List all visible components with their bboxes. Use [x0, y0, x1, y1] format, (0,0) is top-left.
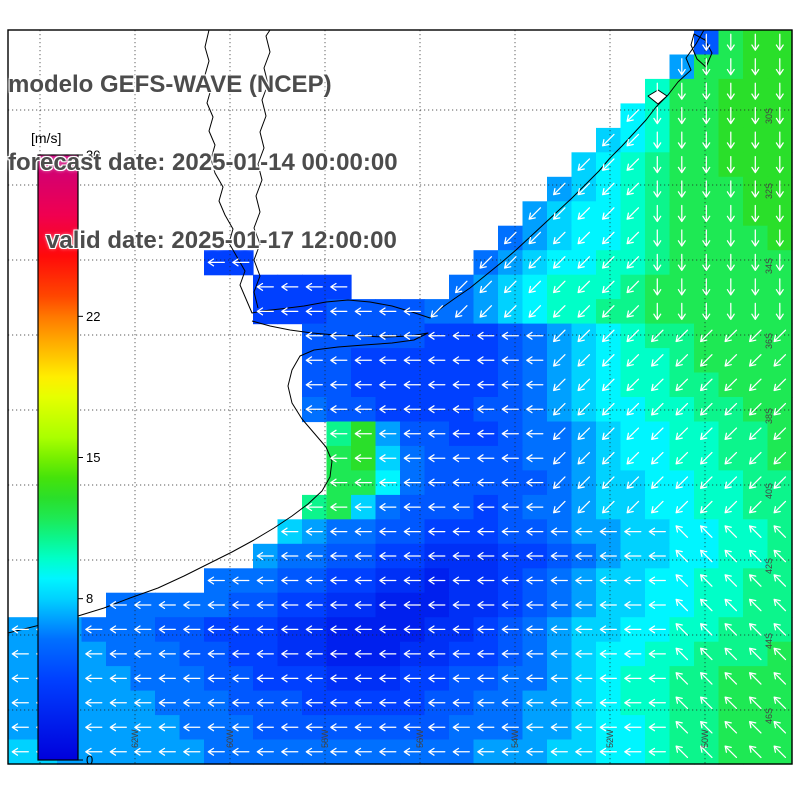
grid-coordinate-labels: 62W 60W 58W 56W 54W 52W 50W 30S 32S 34S 36S 38S 40S 4… [130, 108, 774, 748]
colorbar: 30 22 15 8 0 [37, 148, 100, 768]
svg-text:62W: 62W [130, 729, 140, 748]
svg-text:38S: 38S [764, 408, 774, 424]
svg-text:36S: 36S [764, 333, 774, 349]
svg-text:22: 22 [86, 309, 100, 324]
svg-text:32S: 32S [764, 183, 774, 199]
valid-date-line: valid date: 2025-01-17 12:00:00 [46, 227, 397, 254]
svg-text:15: 15 [86, 450, 100, 465]
svg-text:60W: 60W [225, 729, 235, 748]
forecast-date-line: forecast date: 2025-01-14 00:00:00 [8, 149, 398, 176]
svg-text:8: 8 [86, 591, 93, 606]
svg-text:58W: 58W [320, 729, 330, 748]
svg-text:52W: 52W [605, 729, 615, 748]
svg-text:56W: 56W [415, 729, 425, 748]
svg-text:30: 30 [86, 148, 100, 163]
model-title: modelo GEFS-WAVE (NCEP) [8, 71, 332, 98]
svg-text:0: 0 [86, 753, 93, 768]
map-frame [7, 29, 793, 765]
coastline [7, 29, 713, 634]
latlon-gridlines [8, 30, 792, 764]
svg-text:46S: 46S [764, 708, 774, 724]
colorbar-unit-label: [m/s] [31, 130, 62, 146]
svg-text:50W: 50W [700, 729, 710, 748]
svg-text:34S: 34S [764, 258, 774, 274]
svg-text:40S: 40S [764, 483, 774, 499]
svg-text:44S: 44S [764, 633, 774, 649]
svg-text:30S: 30S [764, 108, 774, 124]
svg-text:42S: 42S [764, 558, 774, 574]
figure-title-block: modelo GEFS-WAVE (NCEP) forecast date: 2… [8, 20, 398, 306]
svg-text:54W: 54W [510, 729, 520, 748]
